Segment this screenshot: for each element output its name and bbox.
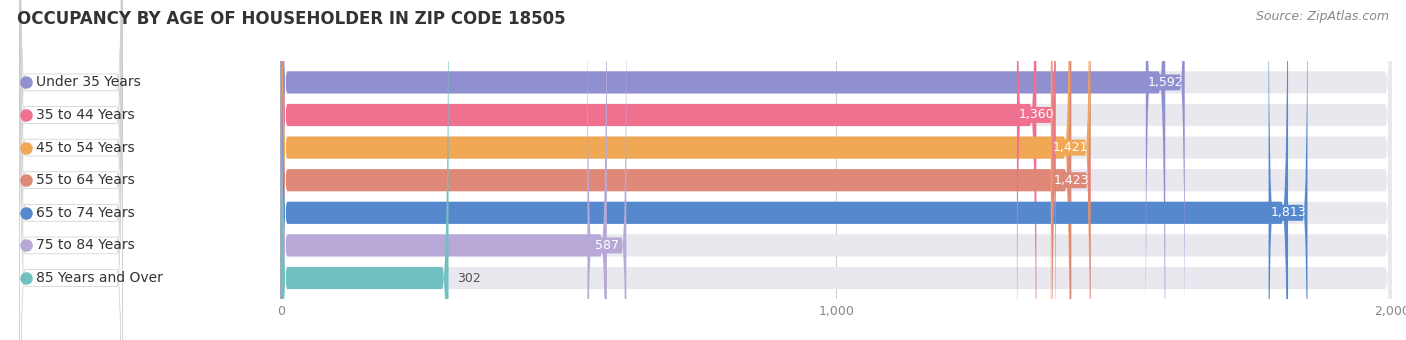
FancyBboxPatch shape xyxy=(281,0,1392,340)
FancyBboxPatch shape xyxy=(281,0,1071,340)
Text: 45 to 54 Years: 45 to 54 Years xyxy=(37,141,135,155)
FancyBboxPatch shape xyxy=(281,0,1392,340)
FancyBboxPatch shape xyxy=(281,0,1392,340)
FancyBboxPatch shape xyxy=(20,0,122,340)
Text: 1,813: 1,813 xyxy=(1270,206,1306,219)
FancyBboxPatch shape xyxy=(20,0,122,340)
Text: 1,423: 1,423 xyxy=(1053,174,1090,187)
Text: 85 Years and Over: 85 Years and Over xyxy=(37,271,163,285)
Text: 75 to 84 Years: 75 to 84 Years xyxy=(37,238,135,252)
FancyBboxPatch shape xyxy=(281,0,1166,340)
FancyBboxPatch shape xyxy=(281,0,1392,340)
FancyBboxPatch shape xyxy=(281,0,1392,340)
FancyBboxPatch shape xyxy=(1050,0,1090,340)
FancyBboxPatch shape xyxy=(281,0,1392,340)
Text: 35 to 44 Years: 35 to 44 Years xyxy=(37,108,135,122)
Text: Under 35 Years: Under 35 Years xyxy=(37,75,141,89)
Text: 1,360: 1,360 xyxy=(1018,108,1054,121)
Text: 1,421: 1,421 xyxy=(1053,141,1088,154)
FancyBboxPatch shape xyxy=(1268,0,1308,340)
FancyBboxPatch shape xyxy=(20,0,122,340)
FancyBboxPatch shape xyxy=(20,0,122,340)
FancyBboxPatch shape xyxy=(1052,0,1091,340)
FancyBboxPatch shape xyxy=(281,0,1392,340)
Text: 302: 302 xyxy=(457,272,481,285)
FancyBboxPatch shape xyxy=(281,0,1036,340)
Text: OCCUPANCY BY AGE OF HOUSEHOLDER IN ZIP CODE 18505: OCCUPANCY BY AGE OF HOUSEHOLDER IN ZIP C… xyxy=(17,10,565,28)
Text: 1,592: 1,592 xyxy=(1147,76,1182,89)
FancyBboxPatch shape xyxy=(1017,0,1056,340)
FancyBboxPatch shape xyxy=(20,0,122,340)
Text: Source: ZipAtlas.com: Source: ZipAtlas.com xyxy=(1256,10,1389,23)
FancyBboxPatch shape xyxy=(20,0,122,340)
FancyBboxPatch shape xyxy=(281,0,1288,340)
FancyBboxPatch shape xyxy=(1146,0,1185,340)
Text: 55 to 64 Years: 55 to 64 Years xyxy=(37,173,135,187)
Text: 587: 587 xyxy=(595,239,619,252)
FancyBboxPatch shape xyxy=(281,0,607,340)
FancyBboxPatch shape xyxy=(20,0,122,340)
FancyBboxPatch shape xyxy=(281,0,449,340)
Text: 65 to 74 Years: 65 to 74 Years xyxy=(37,206,135,220)
FancyBboxPatch shape xyxy=(281,0,1070,340)
FancyBboxPatch shape xyxy=(588,0,626,340)
